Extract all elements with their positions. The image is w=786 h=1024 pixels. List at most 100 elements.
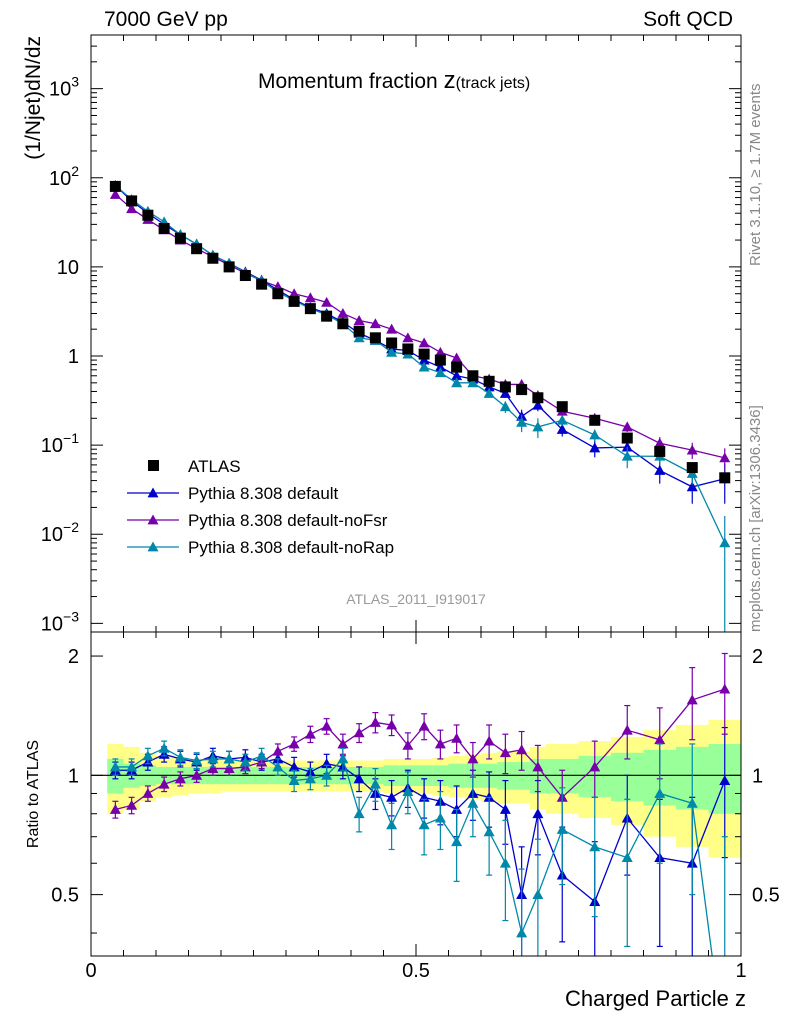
data-point [402, 332, 414, 343]
legend-marker [147, 514, 159, 525]
y-tick-label: 102 [49, 163, 79, 190]
y-tick-label-right: 2 [752, 646, 763, 668]
data-point [654, 437, 666, 448]
data-point [451, 732, 463, 743]
data-point [499, 857, 511, 868]
data-point [418, 337, 430, 348]
data-point [207, 753, 219, 764]
data-point [686, 444, 698, 455]
data-point [142, 209, 154, 221]
data-point [386, 719, 398, 730]
data-point [589, 429, 601, 440]
data-point [434, 346, 446, 357]
y-tick-label: 10−2 [41, 519, 79, 546]
data-point [483, 735, 495, 746]
data-point [288, 288, 300, 299]
data-point [621, 450, 633, 461]
data-point [272, 761, 284, 772]
data-point [589, 442, 601, 453]
data-point [386, 323, 398, 334]
legend-label: Pythia 8.308 default-noRap [188, 538, 394, 557]
data-point [256, 278, 268, 290]
x-axis-label: Charged Particle z [565, 986, 746, 1011]
data-point [556, 401, 568, 413]
data-point [304, 292, 316, 303]
data-point [621, 852, 633, 863]
data-point [207, 252, 219, 264]
data-point [483, 826, 495, 837]
data-point [499, 381, 511, 393]
data-point [719, 472, 731, 484]
mcplots-label: mcplots.cern.ch [arXiv:1306.3436] [747, 405, 764, 632]
legend-marker [147, 487, 159, 498]
data-point [516, 927, 528, 938]
ratio-pythia-8-308-default-nofsr [109, 652, 731, 831]
data-point [158, 778, 170, 789]
data-point [353, 315, 365, 325]
data-point [223, 753, 235, 764]
data-point [451, 836, 463, 847]
data-point [467, 797, 479, 808]
data-point [418, 348, 430, 360]
ratio-y-axis-label: Ratio to ATLAS [25, 740, 42, 848]
data-point [191, 243, 203, 255]
data-point [654, 445, 666, 457]
data-point [174, 232, 186, 244]
data-point [621, 441, 633, 452]
data-point [434, 812, 446, 823]
data-point [223, 763, 235, 773]
data-point [686, 462, 698, 474]
data-point [337, 307, 349, 318]
data-point [402, 739, 414, 750]
data-point [686, 797, 698, 808]
data-point [418, 819, 430, 830]
header-left: 7000 GeV pp [104, 8, 228, 31]
data-point [126, 761, 138, 772]
x-tick-label: 0.5 [402, 960, 430, 982]
data-point [719, 452, 731, 463]
data-point [451, 370, 463, 381]
data-point [337, 753, 349, 764]
data-point [386, 346, 398, 357]
data-point [516, 416, 528, 427]
y-tick-label: 1 [68, 765, 79, 787]
data-point [499, 747, 511, 758]
data-point [686, 481, 698, 492]
data-point [142, 787, 154, 798]
y-tick-label: 103 [49, 74, 79, 101]
data-point [654, 734, 666, 745]
data-point [386, 337, 398, 349]
data-point [386, 791, 398, 802]
main-frame [90, 34, 742, 633]
data-point [239, 270, 251, 282]
data-point [288, 775, 300, 785]
data-point [719, 683, 731, 694]
data-point [353, 727, 365, 738]
data-point [321, 720, 333, 731]
data-point [158, 222, 170, 234]
y-tick-label-right: 1 [752, 765, 763, 787]
data-point [353, 773, 365, 784]
chart-title: Momentum fraction z(track jets) [258, 67, 530, 94]
ratio-panel: 0.5 0.5 1 1 2 2 0 0.5 1 Ratio to ATLAS Charged Par… [25, 631, 780, 1011]
data-point [126, 799, 138, 810]
y-axis-label: (1/Njet)dN/dz [22, 36, 45, 160]
data-point [483, 375, 495, 387]
analysis-watermark: ATLAS_2011_I919017 [346, 591, 486, 607]
data-point [386, 819, 398, 830]
data-point [654, 787, 666, 798]
data-point [272, 288, 284, 300]
series-atlas [109, 180, 731, 484]
data-point [402, 343, 414, 355]
data-point [126, 203, 138, 214]
data-point [589, 841, 601, 852]
data-point [109, 803, 121, 814]
data-point [499, 401, 511, 412]
data-point [418, 361, 430, 372]
data-point [402, 786, 414, 796]
data-point [532, 761, 544, 772]
y-tick-label: 0.5 [51, 885, 79, 907]
data-point [126, 195, 138, 207]
data-point [532, 399, 544, 410]
data-point [467, 753, 479, 764]
